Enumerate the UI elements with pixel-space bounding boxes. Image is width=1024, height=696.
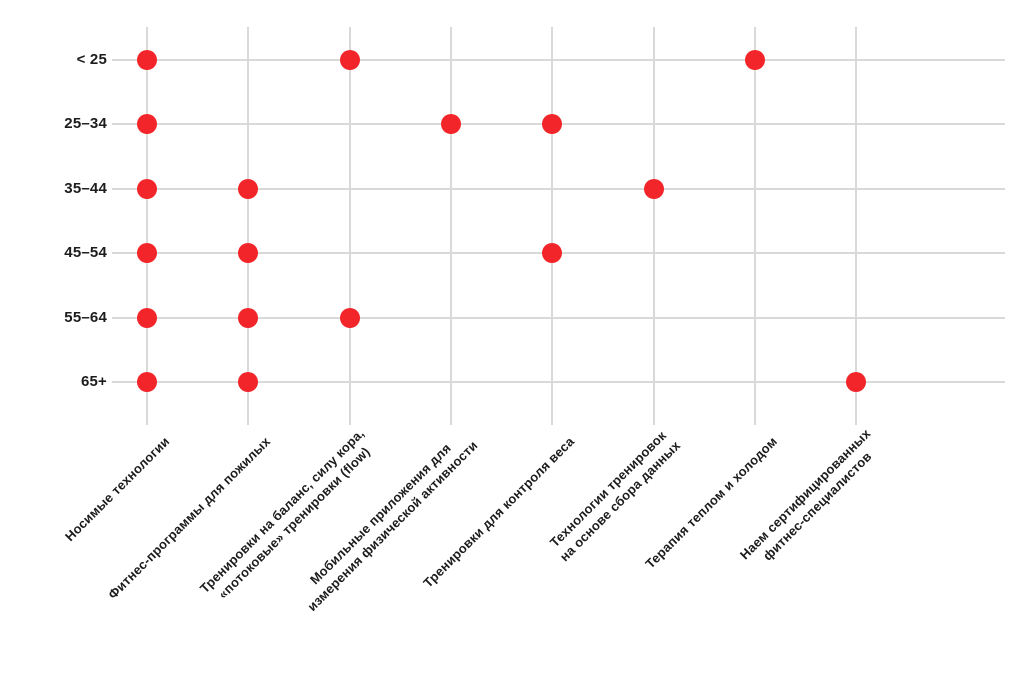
gridline-horizontal: [112, 187, 1005, 190]
data-point: [238, 307, 259, 328]
gridline-horizontal: [112, 59, 1005, 61]
data-point: [339, 50, 360, 70]
x-axis-tick-label: Мобильные приложения для измерения физиче…: [304, 437, 481, 614]
gridline-vertical: [855, 27, 858, 425]
y-axis-tick-label: 25–34: [64, 115, 107, 133]
gridline-horizontal: [112, 316, 1005, 319]
gridline-vertical: [247, 27, 250, 425]
data-point: [137, 243, 157, 264]
gridline-vertical: [753, 27, 756, 425]
x-axis-tick-label: Носимые технологии: [61, 433, 173, 545]
data-point: [542, 243, 563, 264]
data-point: [339, 307, 360, 328]
data-point: [137, 307, 157, 328]
y-axis-tick-label: 55–64: [64, 308, 107, 326]
x-axis-tick-label: Тренировки на баланс, силу кора, «потоков…: [196, 425, 373, 602]
data-point: [846, 372, 867, 392]
data-point: [238, 178, 259, 199]
y-axis-tick-label: 65+: [80, 373, 107, 390]
data-point: [137, 178, 157, 199]
data-point: [542, 114, 563, 135]
gridline-vertical: [146, 27, 148, 425]
data-point: [440, 114, 461, 135]
gridline-horizontal: [112, 381, 1005, 383]
gridline-vertical: [449, 27, 452, 425]
gridline-vertical: [348, 27, 351, 425]
data-point: [238, 372, 259, 392]
data-point: [238, 243, 259, 264]
y-axis-tick-label: 35–44: [64, 179, 107, 197]
data-point: [137, 114, 157, 135]
data-point: [643, 178, 664, 199]
data-point: [137, 372, 157, 392]
y-axis-tick-label: 45–54: [64, 244, 107, 262]
data-point: [137, 50, 157, 70]
y-axis-tick-label: < 25: [76, 51, 107, 68]
data-point: [744, 50, 765, 70]
gridline-vertical: [551, 27, 554, 425]
gridline-vertical: [652, 27, 655, 425]
